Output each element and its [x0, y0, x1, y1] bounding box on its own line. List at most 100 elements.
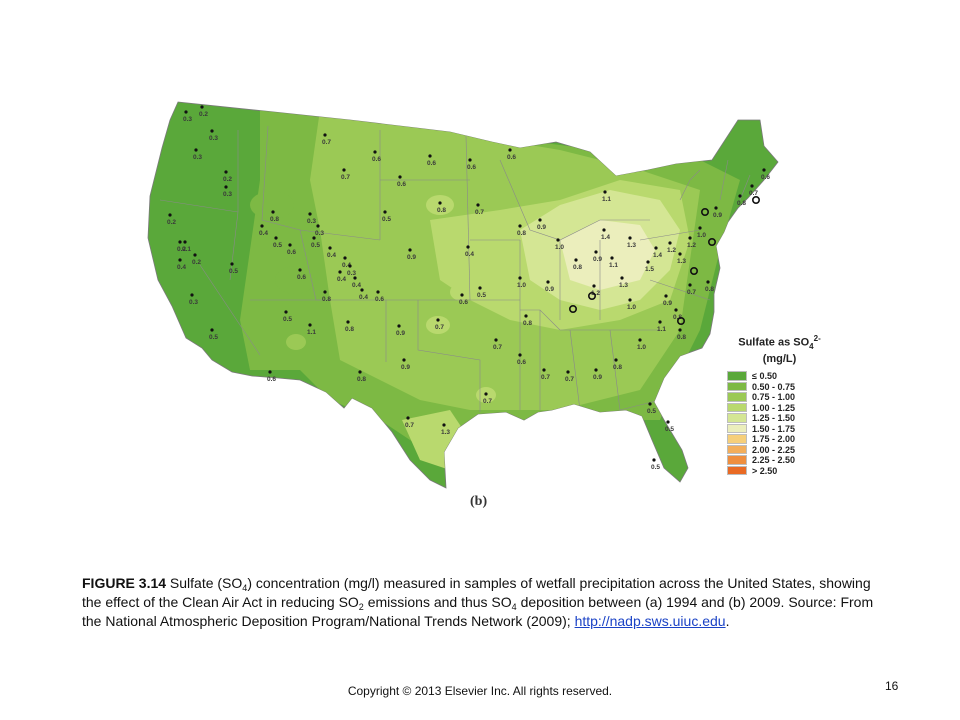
site-value-label: 0.8 — [705, 286, 714, 293]
site-dot — [508, 148, 512, 152]
site-value-label: 0.6 — [375, 296, 384, 303]
site-dot — [538, 218, 542, 222]
site-dot — [408, 248, 412, 252]
site-dot — [312, 236, 316, 240]
site-circle — [568, 304, 577, 313]
site-value-label: 0.9 — [407, 254, 416, 261]
site-circle — [689, 266, 698, 275]
legend-label: 2.25 - 2.50 — [752, 455, 796, 466]
site-value-label: 0.3 — [223, 191, 232, 198]
site-dot — [193, 253, 197, 257]
site-dot — [610, 256, 614, 260]
site-value-label: 0.6 — [267, 376, 276, 383]
legend-swatch — [727, 444, 747, 455]
site-value-label: 0.4 — [342, 262, 351, 269]
site-value-label: 1.1 — [602, 196, 611, 203]
site-value-label: 1.0 — [627, 304, 636, 311]
site-value-label: 1.2 — [591, 290, 600, 297]
site-value-label: 0.8 — [673, 314, 682, 321]
legend-swatch — [727, 413, 747, 423]
site-dot — [714, 206, 718, 210]
site-dot — [348, 264, 352, 268]
site-value-label: 0.6 — [467, 164, 476, 171]
site-dot — [750, 184, 754, 188]
site-value-label: 0.6 — [297, 274, 306, 281]
high-value-site-circles — [568, 196, 760, 325]
site-value-label: 0.4 — [465, 251, 474, 258]
site-value-label: 1.0 — [697, 232, 706, 239]
site-value-label: 0.2 — [223, 176, 232, 183]
page-number: 16 — [885, 679, 899, 693]
site-value-label: 1.3 — [677, 258, 686, 265]
site-dot — [328, 246, 332, 250]
site-value-label: 0.5 — [229, 268, 238, 275]
state-borders — [159, 125, 751, 412]
legend-item: 1.50 - 1.75 — [727, 423, 832, 434]
site-circle — [700, 208, 709, 217]
source-link[interactable]: http://nadp.sws.uiuc.edu — [574, 613, 726, 629]
site-value-label: 0.8 — [677, 334, 686, 341]
legend-item: 1.25 - 1.50 — [727, 413, 832, 424]
site-value-label: 0.5 — [283, 316, 292, 323]
site-circle — [676, 316, 685, 325]
site-value-label: 0.4 — [337, 276, 346, 283]
site-value-label: 0.4 — [327, 252, 336, 259]
site-dot — [284, 310, 288, 314]
site-value-label: 0.7 — [341, 174, 350, 181]
site-dot — [466, 245, 470, 249]
site-value-label: 0.8 — [523, 320, 532, 327]
site-value-label: 1.1 — [307, 329, 316, 336]
site-dot — [224, 170, 228, 174]
site-dot — [210, 129, 214, 133]
site-value-label: 0.8 — [613, 364, 622, 371]
site-dot — [210, 328, 214, 332]
site-dot — [308, 323, 312, 327]
site-value-label: 0.7 — [749, 190, 758, 197]
legend-label: 0.75 - 1.00 — [752, 392, 796, 403]
legend-swatch — [727, 402, 747, 413]
legend-swatch — [727, 392, 747, 402]
site-dot — [518, 276, 522, 280]
site-value-label: 1.4 — [653, 252, 662, 259]
site-value-label: 1.3 — [441, 429, 450, 436]
site-dot — [230, 262, 234, 266]
site-circle — [587, 291, 596, 300]
legend-item: 2.25 - 2.50 — [727, 455, 832, 466]
site-dot — [658, 320, 662, 324]
site-value-label: 0.7 — [493, 344, 502, 351]
site-dot — [268, 370, 272, 374]
site-dot — [668, 241, 672, 245]
site-value-label: 0.7 — [565, 376, 574, 383]
site-dot — [468, 158, 472, 162]
site-value-label: 0.6 — [397, 181, 406, 188]
site-value-label: 0.6 — [287, 249, 296, 256]
site-value-label: 0.8 — [737, 200, 746, 207]
site-dot — [274, 236, 278, 240]
site-value-label: 0.3 — [315, 230, 324, 237]
site-value-label: 0.6 — [761, 174, 770, 181]
site-value-label: 0.9 — [593, 256, 602, 263]
site-dot — [397, 324, 401, 328]
site-value-label: 0.2 — [199, 111, 208, 118]
site-value-label: 1.0 — [517, 282, 526, 289]
site-dot — [373, 150, 377, 154]
site-dot — [194, 148, 198, 152]
site-value-label: 0.8 — [517, 230, 526, 237]
legend-swatch — [727, 423, 747, 434]
site-value-label: 0.2 — [167, 219, 176, 226]
site-dot — [478, 286, 482, 290]
site-dot — [678, 328, 682, 332]
site-value-label: 0.9 — [593, 374, 602, 381]
legend-label: 1.75 - 2.00 — [752, 434, 796, 445]
site-value-label: 0.5 — [477, 292, 486, 299]
site-value-label: 0.7 — [322, 139, 331, 146]
caption-sub-2: 2 — [358, 602, 364, 612]
site-dot — [260, 224, 264, 228]
site-value-label: 0.6 — [459, 299, 468, 306]
legend-label: 1.50 - 1.75 — [752, 423, 796, 434]
legend-label: > 2.50 — [752, 465, 778, 476]
site-dot — [484, 392, 488, 396]
site-dot — [602, 228, 606, 232]
legend-label: 1.00 - 1.25 — [752, 402, 796, 413]
site-value-label: 1.3 — [619, 282, 628, 289]
